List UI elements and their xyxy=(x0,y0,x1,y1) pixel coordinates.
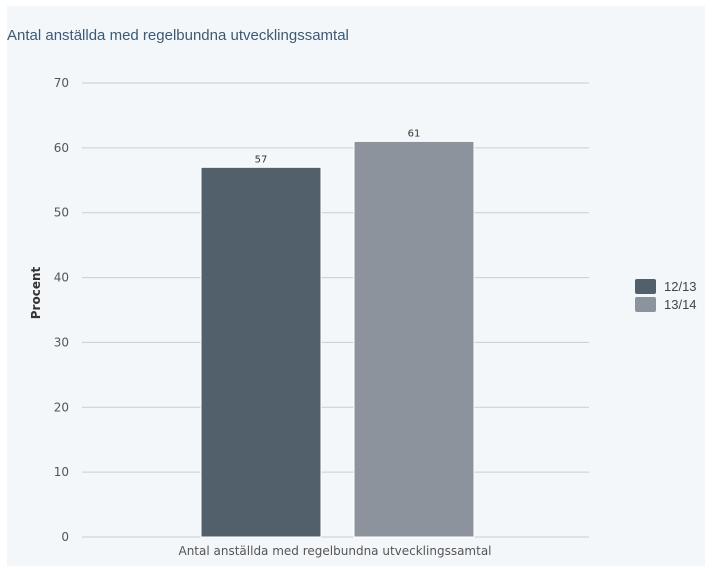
y-tick-label: 0 xyxy=(61,530,69,544)
y-tick-label: 50 xyxy=(54,206,69,220)
bar-13-14[interactable] xyxy=(353,140,475,538)
legend-item[interactable]: 12/13 xyxy=(635,277,697,295)
y-tick-label: 70 xyxy=(54,76,69,90)
data-labels: 57 61 xyxy=(255,128,421,165)
y-tick-label: 30 xyxy=(54,335,69,349)
y-tick-label: 40 xyxy=(54,271,69,285)
bar-12-13[interactable] xyxy=(200,166,322,538)
legend-item[interactable]: 13/14 xyxy=(635,295,697,313)
bar-chart: 0 10 20 30 40 50 60 70 57 61 Procent Antal anstä… xyxy=(29,76,589,558)
y-tick-label: 20 xyxy=(54,400,69,414)
bar-value-label: 57 xyxy=(255,154,268,165)
bars xyxy=(200,140,475,538)
chart-title: Antal anställda med regelbundna utveckli… xyxy=(7,27,349,44)
legend-swatch xyxy=(635,296,656,312)
bar-value-label: 61 xyxy=(408,128,421,139)
legend-label: 13/14 xyxy=(664,296,697,312)
y-axis-label: Procent xyxy=(29,266,43,319)
legend-swatch xyxy=(635,278,656,294)
x-axis-category-label: Antal anställda med regelbundna utveckli… xyxy=(178,544,491,558)
legend: 12/13 13/14 xyxy=(635,277,697,313)
chart-frame: Antal anställda med regelbundna utveckli… xyxy=(7,6,705,566)
gridlines xyxy=(82,82,589,538)
y-tick-label: 10 xyxy=(54,465,69,479)
y-axis-ticks: 0 10 20 30 40 50 60 70 xyxy=(54,76,69,544)
legend-label: 12/13 xyxy=(664,278,697,294)
y-tick-label: 60 xyxy=(54,141,69,155)
